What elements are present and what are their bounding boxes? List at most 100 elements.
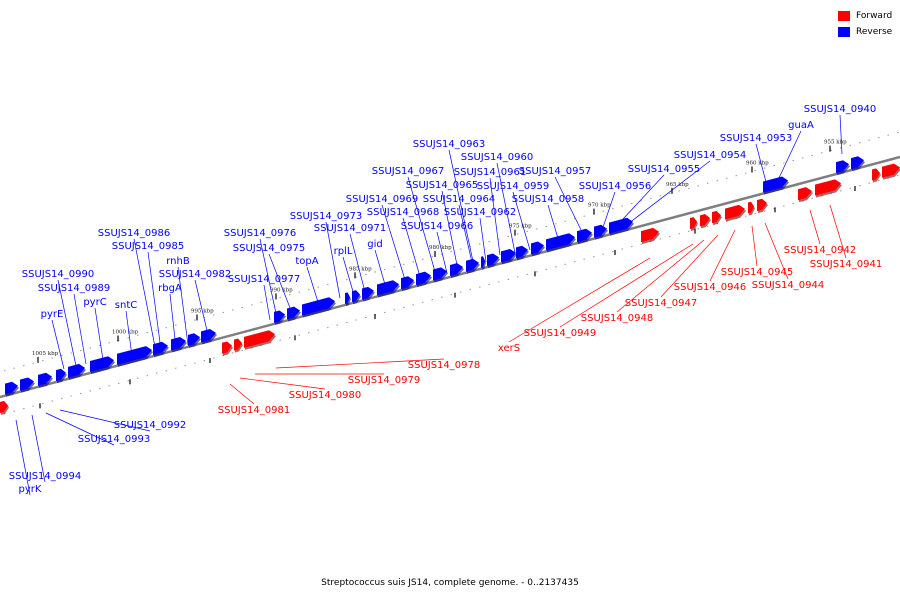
reverse-gene bbox=[302, 297, 335, 316]
label-leader bbox=[829, 204, 847, 259]
reverse-gene bbox=[56, 368, 66, 382]
gene-label: SSUJS14_0992 bbox=[114, 420, 187, 431]
gene-label: rbgA bbox=[158, 283, 182, 294]
gene-label: SSUJS14_0946 bbox=[674, 282, 747, 293]
forward-gene bbox=[757, 198, 767, 212]
gene-label: SSUJS14_0968 bbox=[367, 207, 440, 218]
forward-swatch bbox=[838, 11, 850, 21]
reverse-gene bbox=[501, 249, 516, 263]
reverse-gene bbox=[201, 329, 216, 343]
gene-label: SSUJS14_0953 bbox=[720, 133, 793, 144]
scale-label: 1000 kbp bbox=[112, 330, 139, 336]
label-leader bbox=[59, 409, 151, 432]
label-leader bbox=[94, 307, 104, 361]
forward-gene bbox=[641, 227, 659, 243]
reverse-gene bbox=[20, 377, 34, 391]
gene-label: SSUJS14_0948 bbox=[581, 313, 654, 324]
gene-label: SSUJS14_0954 bbox=[674, 150, 747, 161]
gene-label: pyrE bbox=[41, 309, 64, 320]
reverse-gene bbox=[577, 228, 592, 243]
gene-label: SSUJS14_0971 bbox=[314, 223, 387, 234]
label-leader bbox=[512, 191, 531, 251]
label-leader bbox=[31, 414, 46, 483]
forward-gene bbox=[725, 204, 745, 220]
label-leader bbox=[458, 204, 474, 268]
reverse-gene bbox=[287, 306, 300, 320]
legend-reverse-label: Reverse bbox=[856, 27, 893, 37]
reverse-gene bbox=[345, 292, 350, 304]
gene-label: SSUJS14_0956 bbox=[579, 181, 652, 192]
label-leader bbox=[402, 217, 422, 281]
gene-label: SSUJS14_0963 bbox=[413, 139, 486, 150]
gene-label: gid bbox=[367, 239, 382, 250]
reverse-gene bbox=[531, 241, 544, 255]
gene-label: SSUJS14_0959 bbox=[477, 181, 550, 192]
gene-label: SSUJS14_0973 bbox=[290, 211, 363, 222]
label-leader bbox=[51, 319, 65, 370]
label-leader bbox=[839, 114, 843, 155]
scale-label: 960 kbp bbox=[746, 160, 769, 166]
genome-caption: Streptococcus suis JS14, complete genome… bbox=[321, 578, 579, 588]
reverse-gene bbox=[38, 372, 52, 386]
label-leader bbox=[263, 284, 271, 321]
gene-label: rnhB bbox=[166, 256, 190, 267]
label-leader bbox=[239, 377, 326, 390]
reverse-gene bbox=[609, 217, 633, 234]
gene-label: sntC bbox=[115, 300, 137, 311]
gene-label: SSUJS14_0976 bbox=[224, 228, 297, 239]
reverse-gene bbox=[416, 271, 431, 286]
label-leader bbox=[619, 160, 711, 231]
gene-label: SSUJS14_0982 bbox=[159, 269, 232, 280]
label-leader bbox=[374, 249, 387, 289]
label-leader bbox=[229, 383, 255, 405]
reverse-gene bbox=[68, 363, 85, 378]
forward-gene bbox=[234, 338, 242, 351]
gene-label: SSUJS14_0962 bbox=[444, 207, 517, 218]
gene-label: SSUJS14_0979 bbox=[348, 375, 421, 386]
scale-label: 975 kbp bbox=[509, 224, 532, 230]
forward-gene bbox=[798, 187, 812, 201]
label-leader bbox=[177, 266, 189, 346]
forward-gene bbox=[748, 201, 754, 214]
gene-label: SSUJS14_0947 bbox=[625, 298, 698, 309]
label-leader bbox=[381, 204, 407, 284]
gene-label: SSUJS14_0955 bbox=[628, 164, 701, 175]
gene-label: rplL bbox=[334, 246, 353, 257]
gene-label: SSUJS14_0993 bbox=[78, 434, 151, 445]
gene-label: SSUJS14_0964 bbox=[423, 194, 496, 205]
label-leader bbox=[268, 253, 293, 314]
label-leader bbox=[479, 217, 487, 263]
label-leader bbox=[194, 279, 210, 340]
gene-label: SSUJS14_0958 bbox=[512, 194, 585, 205]
reverse-gene bbox=[188, 333, 200, 346]
gene-label: SSUJS14_0940 bbox=[804, 104, 877, 115]
gene-label: guaA bbox=[788, 120, 814, 131]
gene-label: SSUJS14_0978 bbox=[408, 360, 481, 371]
reverse-gene bbox=[851, 156, 864, 170]
label-leader bbox=[57, 279, 77, 367]
gene-label: SSUJS14_0949 bbox=[524, 328, 597, 339]
label-leader bbox=[45, 412, 115, 446]
forward-gene bbox=[690, 217, 697, 229]
gene-features bbox=[0, 156, 900, 415]
label-leader bbox=[616, 239, 705, 313]
label-leader bbox=[407, 176, 437, 276]
scale-dots bbox=[3, 131, 899, 415]
reverse-gene bbox=[117, 346, 152, 365]
legend-item-reverse: Reverse bbox=[838, 25, 892, 39]
reverse-gene bbox=[352, 290, 360, 303]
gene-label: SSUJS14_0994 bbox=[9, 471, 82, 482]
label-leader bbox=[342, 256, 355, 296]
genome-axis bbox=[0, 155, 900, 399]
reverse-gene bbox=[362, 286, 374, 300]
reverse-gene bbox=[90, 356, 114, 372]
label-leader bbox=[764, 222, 789, 280]
label-leader bbox=[559, 243, 694, 328]
gene-label: SSUJS14_0945 bbox=[721, 267, 794, 278]
gene-label: SSUJS14_0941 bbox=[810, 259, 883, 270]
reverse-gene bbox=[153, 341, 168, 356]
label-leader bbox=[133, 238, 157, 353]
reverse-gene bbox=[481, 256, 485, 268]
scale-label: 985 kbp bbox=[349, 266, 372, 272]
scale-label: 955 kbp bbox=[824, 140, 847, 146]
